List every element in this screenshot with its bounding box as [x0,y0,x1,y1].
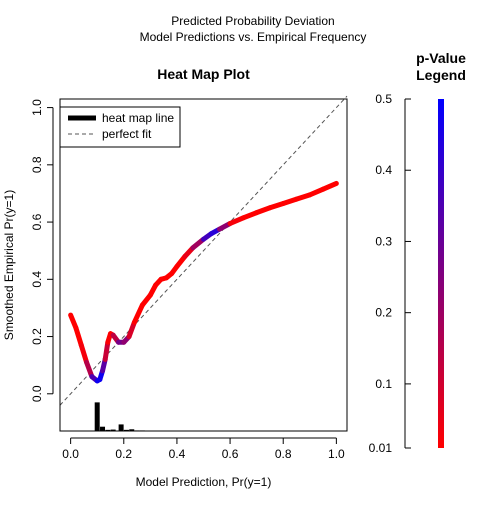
x-tick-label: 0.6 [222,447,239,461]
x-tick-label: 1.0 [328,447,345,461]
legend-label-perfect-fit: perfect fit [102,127,152,141]
y-tick-label: 0.0 [30,385,44,402]
legend-title-line2: Legend [416,67,466,83]
y-tick-label: 0.6 [30,213,44,230]
legend-tick-label: 0.3 [375,234,392,248]
heat-map-plot: Heat Map Plot 0.0 0.2 0.4 0.6 0.8 1.0 Model Pre… [2,66,347,489]
y-tick-label: 1.0 [30,99,44,116]
legend-tick-label: 0.4 [375,163,392,177]
legend-tick-label: 0.01 [369,441,393,455]
legend-tick-label: 0.2 [375,306,392,320]
legend-label-heat-map-line: heat map line [102,111,174,125]
x-tick-label: 0.0 [62,447,79,461]
legend-tick-label: 0.5 [375,92,392,106]
y-tick-label: 0.4 [30,271,44,288]
legend-title-line1: p-Value [416,50,466,66]
plot-title: Heat Map Plot [157,66,250,82]
y-axis-label: Smoothed Empirical Pr(y=1) [2,190,16,340]
x-axis-label: Model Prediction, Pr(y=1) [136,475,272,489]
p-value-gradient-bar [438,99,444,448]
histogram-bar [100,427,105,431]
histogram-bar [95,402,100,431]
plot-frame [60,99,347,431]
heat-map-line-segment [81,345,86,362]
histogram-bar [119,424,124,431]
heat-map-line-segment [134,305,142,322]
x-tick-label: 0.2 [115,447,132,461]
x-tick-label: 0.8 [275,447,292,461]
y-tick-label: 0.8 [30,156,44,173]
heat-map-line-segment [323,183,336,189]
x-tick-label: 0.4 [169,447,186,461]
heat-map-line-segment [76,328,81,345]
heat-map-line-segment [105,342,108,359]
y-tick-label: 0.2 [30,328,44,345]
figure-title-line1: Predicted Probability Deviation [171,14,334,28]
legend-tick-label: 0.1 [375,377,392,391]
figure-title-line2: Model Predictions vs. Empirical Frequenc… [140,30,367,44]
